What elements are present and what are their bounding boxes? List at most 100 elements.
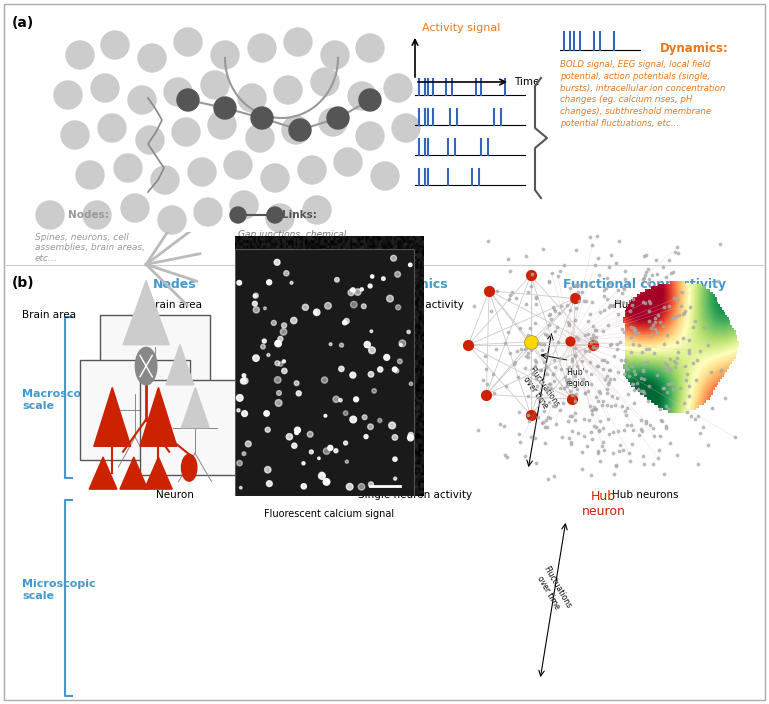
Point (652, 453, 664, 464)
Point (510, 293, 522, 304)
Point (581, 329, 594, 340)
Point (628, 325, 641, 336)
Point (540, 414, 552, 425)
Circle shape (356, 34, 384, 62)
Point (530, 372, 542, 384)
Point (715, 365, 727, 376)
Circle shape (114, 154, 142, 182)
Point (608, 374, 621, 385)
Point (610, 460, 622, 472)
Point (691, 354, 703, 365)
Circle shape (135, 347, 157, 385)
Circle shape (128, 86, 156, 114)
Circle shape (54, 81, 82, 109)
Point (563, 361, 575, 372)
Point (638, 270, 651, 281)
Point (658, 358, 671, 369)
Point (545, 268, 558, 279)
Point (583, 415, 595, 426)
Point (590, 421, 602, 432)
Point (508, 358, 520, 370)
Point (572, 286, 584, 297)
Point (631, 378, 644, 389)
Point (568, 414, 581, 425)
Circle shape (303, 196, 331, 224)
Point (487, 368, 499, 379)
Point (569, 279, 581, 290)
Point (541, 348, 553, 360)
Point (638, 297, 651, 308)
Point (651, 268, 664, 279)
Point (645, 322, 657, 334)
Point (584, 401, 596, 412)
Circle shape (136, 126, 164, 154)
Point (635, 385, 647, 396)
Point (344, 481, 356, 492)
Point (585, 368, 598, 379)
Point (351, 287, 364, 298)
Point (671, 294, 683, 305)
Circle shape (371, 162, 399, 190)
Point (341, 315, 353, 327)
Point (584, 279, 596, 291)
Point (278, 365, 291, 377)
Point (488, 387, 500, 398)
Point (543, 378, 555, 389)
Point (480, 389, 492, 400)
Point (649, 316, 661, 327)
Point (601, 356, 614, 367)
Point (702, 339, 714, 351)
Circle shape (201, 71, 229, 99)
Point (565, 389, 578, 401)
Point (660, 272, 672, 283)
Point (384, 293, 396, 304)
Circle shape (91, 74, 119, 102)
Point (640, 266, 652, 277)
Point (691, 458, 704, 470)
Point (569, 371, 581, 382)
Point (637, 451, 649, 462)
Point (649, 323, 661, 334)
Point (404, 378, 417, 389)
Point (661, 362, 674, 373)
Point (585, 408, 598, 420)
Point (711, 276, 724, 287)
Point (389, 432, 401, 443)
Point (519, 362, 531, 373)
Point (638, 357, 651, 368)
Point (361, 339, 374, 351)
Point (504, 347, 516, 358)
Circle shape (76, 161, 104, 189)
Point (530, 291, 542, 303)
Point (687, 357, 699, 368)
Point (389, 473, 401, 484)
Point (689, 413, 701, 425)
Point (578, 388, 591, 399)
Point (526, 269, 538, 280)
Point (481, 378, 493, 389)
Point (587, 341, 599, 353)
Point (621, 363, 633, 375)
Point (347, 370, 359, 381)
Point (554, 404, 566, 415)
Point (584, 309, 597, 320)
Point (624, 346, 637, 358)
Point (524, 375, 536, 386)
Text: Fluctuations
over time: Fluctuations over time (518, 365, 561, 415)
Point (654, 430, 667, 441)
Point (597, 422, 609, 433)
Point (579, 329, 591, 340)
Circle shape (248, 34, 276, 62)
Point (677, 333, 689, 344)
Point (668, 247, 681, 258)
Point (531, 381, 544, 392)
Point (515, 344, 528, 355)
Point (587, 320, 599, 332)
Point (664, 438, 676, 449)
Point (514, 436, 526, 448)
Point (684, 302, 697, 313)
Point (538, 422, 551, 433)
Point (651, 370, 663, 381)
Point (388, 253, 400, 264)
Point (538, 243, 550, 254)
